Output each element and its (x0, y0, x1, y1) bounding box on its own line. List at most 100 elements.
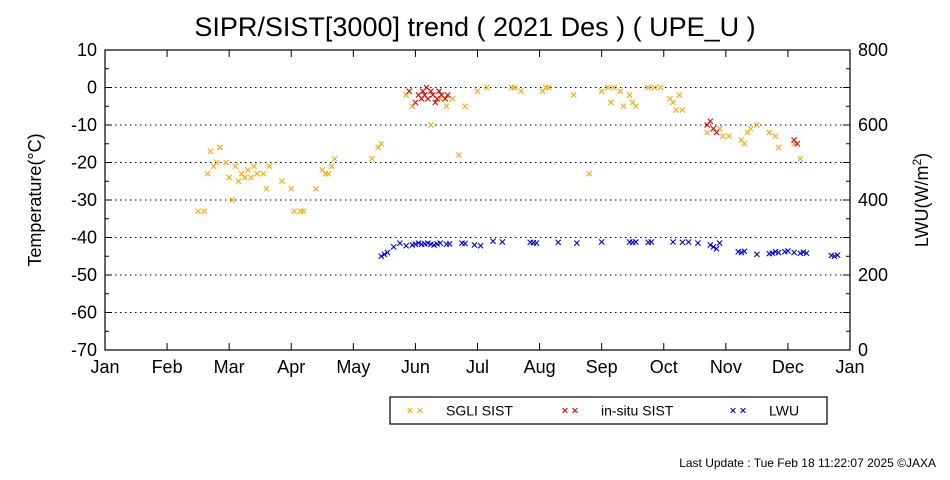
in-situ-sist-point (436, 88, 442, 95)
lwu-point (710, 243, 717, 250)
sgli-sist-point (611, 84, 618, 91)
sgli-sist-point (673, 107, 680, 113)
lwu-point (775, 249, 782, 256)
sgli-sist-point (216, 144, 223, 151)
sgli-sist-point (244, 167, 251, 173)
sgli-sist-point (213, 159, 220, 166)
y2-tick-label: 200 (858, 265, 888, 285)
sgli-sist-point (247, 174, 254, 181)
y2-tick-label: 400 (858, 190, 888, 210)
lwu-point (477, 242, 484, 249)
lwu-point (670, 239, 677, 245)
sgli-sist-point (511, 84, 518, 91)
x-tick-label: Mar (214, 357, 245, 377)
sgli-sist-point (201, 208, 208, 215)
sgli-sist-point (254, 170, 261, 177)
in-situ-sist-point (406, 88, 413, 95)
sgli-sist-point (229, 197, 236, 203)
x-tick-label: Oct (650, 357, 678, 377)
sgli-sist-point (462, 103, 469, 110)
lwu-point (679, 239, 686, 246)
sgli-sist-point (325, 170, 332, 177)
sgli-sist-point (617, 88, 624, 95)
sgli-sist-point (241, 174, 248, 181)
lwu-point (713, 245, 720, 252)
y-tick-label: -20 (71, 153, 97, 173)
sgli-sist-point (235, 178, 242, 185)
sgli-sist-point (260, 170, 267, 177)
lwu-point (741, 248, 748, 255)
lwu-point (834, 252, 841, 259)
lwu-point (471, 242, 478, 248)
sgli-sist-point (545, 84, 552, 91)
sgli-sist-point (368, 155, 375, 162)
y-tick-label: -30 (71, 190, 97, 210)
in-situ-sist-point (442, 95, 449, 102)
lwu-point (648, 239, 655, 245)
legend-marker (562, 407, 568, 414)
sgli-sist-point (604, 84, 611, 91)
y-tick-label: -10 (71, 115, 97, 135)
sgli-sist-point (263, 185, 270, 192)
lwu-point (533, 240, 540, 247)
sgli-sist-point (679, 107, 686, 113)
lwu-point (716, 240, 723, 247)
sgli-sist-point (313, 185, 320, 192)
lwu-point (437, 240, 444, 247)
in-situ-sist-point (794, 140, 801, 147)
lwu-point (803, 250, 810, 257)
x-tick-label: Jan (835, 357, 864, 377)
lwu-point (694, 240, 701, 247)
sgli-sist-point (449, 95, 456, 102)
last-update-text: Last Update : Tue Feb 18 11:22:07 2025 ©… (679, 456, 936, 470)
legend-box (389, 396, 828, 425)
x-tick-label: Aug (524, 357, 556, 377)
sgli-sist-point (704, 129, 711, 136)
sgli-sist-point (300, 208, 307, 215)
in-situ-sist-point (412, 99, 419, 106)
sgli-sist-point (725, 133, 732, 140)
y2-tick-label: 600 (858, 115, 888, 135)
legend-marker (407, 407, 413, 414)
lwu-point (573, 240, 580, 247)
sgli-sist-point (741, 140, 748, 147)
y-tick-label: -70 (71, 340, 97, 360)
x-tick-label: May (336, 357, 370, 377)
sgli-sist-point (328, 163, 335, 170)
sgli-sist-point (657, 84, 664, 91)
legend-label: LWU (769, 403, 799, 419)
x-tick-label: Jan (90, 357, 119, 377)
x-tick-label: Jul (466, 357, 489, 377)
y-tick-label: -40 (71, 228, 97, 248)
lwu-point (403, 242, 410, 249)
plot-frame (104, 49, 851, 351)
sgli-sist-point (204, 170, 211, 177)
lwu-point (381, 251, 388, 258)
sgli-sist-point (632, 103, 639, 110)
lwu-point (685, 239, 692, 245)
y2-tick-label: 800 (858, 40, 888, 60)
sgli-sist-point (455, 152, 462, 158)
in-situ-sist-point (444, 92, 451, 98)
sgli-sist-point (378, 140, 385, 147)
x-tick-label: Apr (277, 357, 305, 377)
sgli-sist-point (207, 148, 214, 155)
y-axis-label: Temperature(°C) (25, 133, 45, 266)
sgli-sist-point (517, 88, 524, 95)
sgli-sist-point (645, 84, 652, 91)
sgli-sist-point (753, 122, 760, 128)
lwu-point (384, 249, 391, 256)
sgli-sist-point (598, 88, 605, 95)
sgli-sist-point (483, 84, 490, 91)
sgli-sist-point (223, 159, 230, 166)
x-tick-label: Jun (401, 357, 430, 377)
sgli-sist-point (747, 125, 754, 132)
lwu-point (446, 240, 453, 247)
sgli-sist-point (251, 163, 257, 170)
sgli-sist-point (331, 155, 338, 162)
lwu-point (753, 251, 760, 258)
in-situ-sist-point (713, 129, 720, 136)
y2-tick-label: 0 (858, 340, 868, 360)
lwu-point (598, 239, 605, 245)
